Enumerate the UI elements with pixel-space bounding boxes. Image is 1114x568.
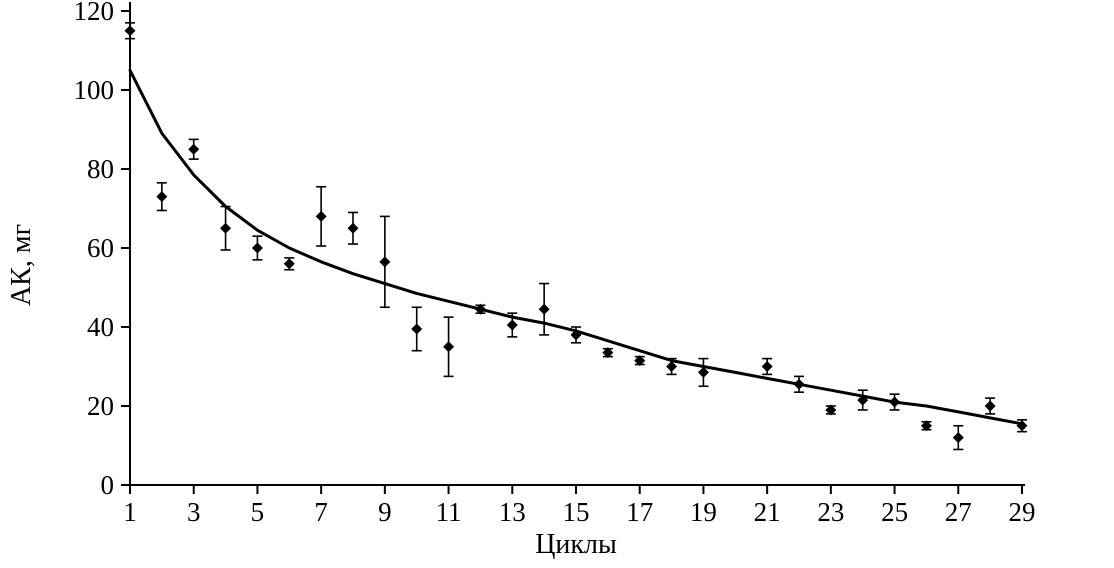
x-axis-ticks: 1 3 5 7 9 11 13 15 17 19 21 23 25 27 29: [123, 485, 1036, 527]
data-point: [761, 357, 773, 376]
diamond-marker: [984, 400, 996, 412]
data-point: [188, 138, 200, 160]
diamond-marker: [1016, 420, 1028, 432]
diamond-marker: [793, 378, 805, 390]
y-tick-label: 20: [87, 391, 114, 421]
diamond-marker: [379, 256, 391, 268]
data-point: [952, 424, 964, 451]
y-tick-label: 80: [87, 154, 114, 184]
y-tick-label: 100: [74, 75, 115, 105]
data-point: [283, 257, 295, 271]
data-point: [697, 357, 709, 388]
diamond-marker: [220, 222, 232, 234]
x-tick-label: 9: [378, 497, 392, 527]
data-point: [538, 282, 550, 336]
x-tick-label: 13: [499, 497, 526, 527]
data-point: [1016, 419, 1028, 433]
fitted-curve: [128, 68, 1024, 426]
diamond-marker: [602, 347, 614, 359]
y-axis-ticks: 0 20 40 60 80 100 120: [74, 0, 130, 500]
x-tick-label: 21: [754, 497, 781, 527]
diamond-marker: [952, 432, 964, 444]
y-tick-label: 0: [101, 470, 115, 500]
diamond-marker: [761, 361, 773, 372]
diamond-marker: [666, 361, 678, 372]
diamond-marker: [889, 396, 901, 408]
diamond-marker: [570, 329, 582, 341]
diamond-marker: [411, 323, 423, 335]
diamond-marker: [156, 191, 168, 203]
data-point: [443, 316, 455, 378]
diamond-marker: [538, 303, 550, 315]
data-point: [379, 215, 391, 309]
data-point: [474, 303, 486, 315]
diamond-marker: [474, 303, 486, 315]
diamond-marker: [315, 210, 327, 222]
data-point: [315, 185, 327, 247]
data-point: [220, 205, 232, 251]
data-point: [920, 420, 932, 432]
diamond-marker: [124, 25, 136, 37]
data-point: [984, 397, 996, 415]
diamond-marker: [251, 242, 263, 254]
data-point: [634, 355, 646, 367]
x-tick-label: 11: [436, 497, 462, 527]
data-point: [889, 393, 901, 411]
x-tick-label: 7: [314, 497, 328, 527]
data-point: [602, 347, 614, 359]
data-point: [506, 312, 518, 338]
x-tick-label: 5: [251, 497, 265, 527]
data-points-group: [124, 22, 1028, 451]
x-tick-label: 3: [187, 497, 201, 527]
diamond-marker: [506, 319, 518, 331]
diamond-marker: [825, 404, 837, 416]
data-point: [411, 306, 423, 352]
y-tick-label: 40: [87, 312, 114, 342]
data-point: [251, 235, 263, 261]
axes: [129, 2, 1025, 486]
data-point: [570, 326, 582, 344]
diamond-marker: [283, 258, 295, 270]
x-tick-label: 27: [945, 497, 972, 527]
data-point: [347, 211, 359, 245]
diamond-marker: [347, 222, 359, 234]
x-tick-label: 23: [817, 497, 844, 527]
diamond-marker: [443, 341, 455, 353]
x-tick-label: 29: [1009, 497, 1036, 527]
y-axis-title: АК, мг: [6, 224, 37, 306]
x-tick-label: 17: [626, 497, 653, 527]
diamond-marker: [920, 420, 932, 432]
trend-line-group: [128, 68, 1024, 426]
data-point: [124, 22, 136, 40]
data-point: [793, 375, 805, 393]
diamond-marker: [188, 143, 200, 155]
data-point: [825, 404, 837, 416]
diamond-marker: [634, 355, 646, 367]
x-tick-label: 25: [881, 497, 908, 527]
diamond-marker: [857, 394, 869, 406]
x-axis-title: Циклы: [535, 529, 617, 560]
diamond-marker: [697, 366, 709, 378]
x-tick-label: 19: [690, 497, 717, 527]
y-tick-label: 120: [74, 0, 115, 26]
data-point: [857, 389, 869, 411]
data-point: [666, 357, 678, 376]
x-tick-label: 15: [563, 497, 590, 527]
data-point: [156, 182, 168, 212]
y-tick-label: 60: [87, 233, 114, 263]
x-tick-label: 1: [123, 497, 137, 527]
